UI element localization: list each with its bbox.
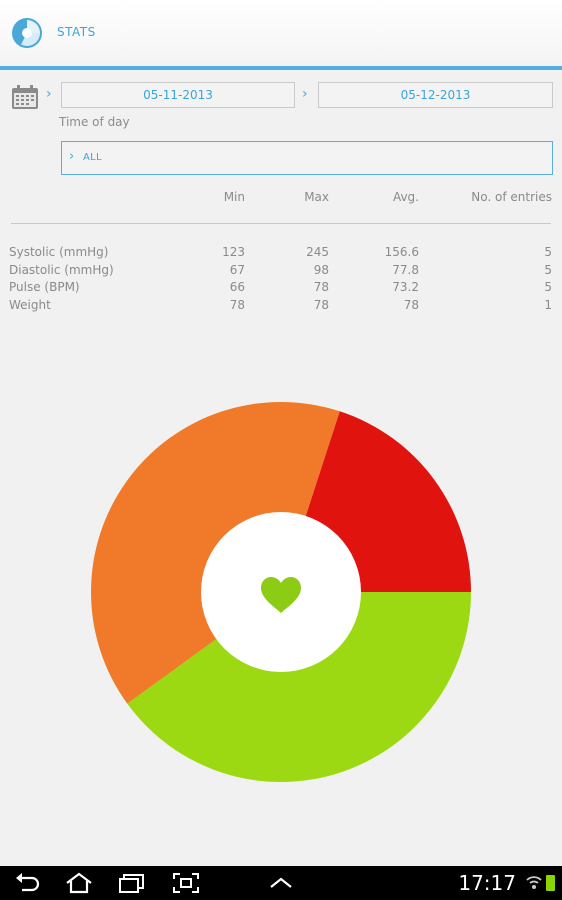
header-divider [0, 66, 562, 70]
row-min: 66 [229, 280, 245, 294]
row-entries: 5 [544, 280, 552, 294]
menu-up-icon[interactable] [268, 872, 294, 894]
row-avg: 156.6 [384, 245, 419, 259]
column-header-min: Min [223, 190, 245, 204]
table-row: Weight 78 78 78 1 [0, 298, 562, 316]
row-label: Diastolic (mmHg) [9, 263, 114, 277]
row-label: Weight [9, 298, 51, 312]
page-title: STATS [57, 25, 96, 39]
home-icon[interactable] [64, 872, 94, 894]
row-avg: 73.2 [392, 280, 419, 294]
table-row: Pulse (BPM) 66 78 73.2 5 [0, 280, 562, 298]
system-nav-bar: 17:17 [0, 866, 562, 900]
time-of-day-select[interactable]: › ALL [61, 141, 553, 175]
row-entries: 5 [544, 245, 552, 259]
status-clock: 17:17 [458, 871, 516, 895]
donut-slice-2 [127, 592, 471, 782]
pressure-donut-chart [91, 402, 472, 782]
calendar-icon[interactable] [11, 84, 39, 110]
row-avg: 77.8 [392, 263, 419, 277]
wifi-icon [526, 876, 542, 889]
time-of-day-label: Time of day [59, 115, 130, 129]
screenshot-icon[interactable] [172, 872, 200, 894]
row-min: 78 [229, 298, 245, 312]
date-from-field[interactable]: 05-11-2013 [61, 82, 295, 108]
chevron-right-icon: › [302, 86, 308, 102]
column-header-avg: Avg. [392, 190, 419, 204]
table-row: Diastolic (mmHg) 67 98 77.8 5 [0, 263, 562, 281]
chevron-right-icon: › [69, 149, 75, 164]
stats-app-icon[interactable] [11, 17, 43, 49]
row-max: 98 [313, 263, 329, 277]
row-max: 78 [313, 298, 329, 312]
row-min: 123 [222, 245, 245, 259]
recent-apps-icon[interactable] [118, 872, 146, 894]
column-header-entries: No. of entries [471, 190, 552, 204]
date-to-field[interactable]: 05-12-2013 [318, 82, 553, 108]
row-avg: 78 [403, 298, 419, 312]
row-label: Pulse (BPM) [9, 280, 80, 294]
action-bar: STATS [0, 0, 562, 66]
table-divider [11, 223, 551, 224]
battery-icon [546, 875, 555, 891]
heart-icon [261, 577, 301, 613]
row-label: Systolic (mmHg) [9, 245, 109, 259]
time-of-day-value: ALL [83, 152, 102, 163]
row-entries: 1 [544, 298, 552, 312]
row-max: 78 [313, 280, 329, 294]
chevron-right-icon: › [46, 86, 52, 102]
back-icon[interactable] [14, 872, 40, 894]
row-min: 67 [229, 263, 245, 277]
column-header-max: Max [304, 190, 329, 204]
row-max: 245 [306, 245, 329, 259]
table-row: Systolic (mmHg) 123 245 156.6 5 [0, 245, 562, 263]
row-entries: 5 [544, 263, 552, 277]
